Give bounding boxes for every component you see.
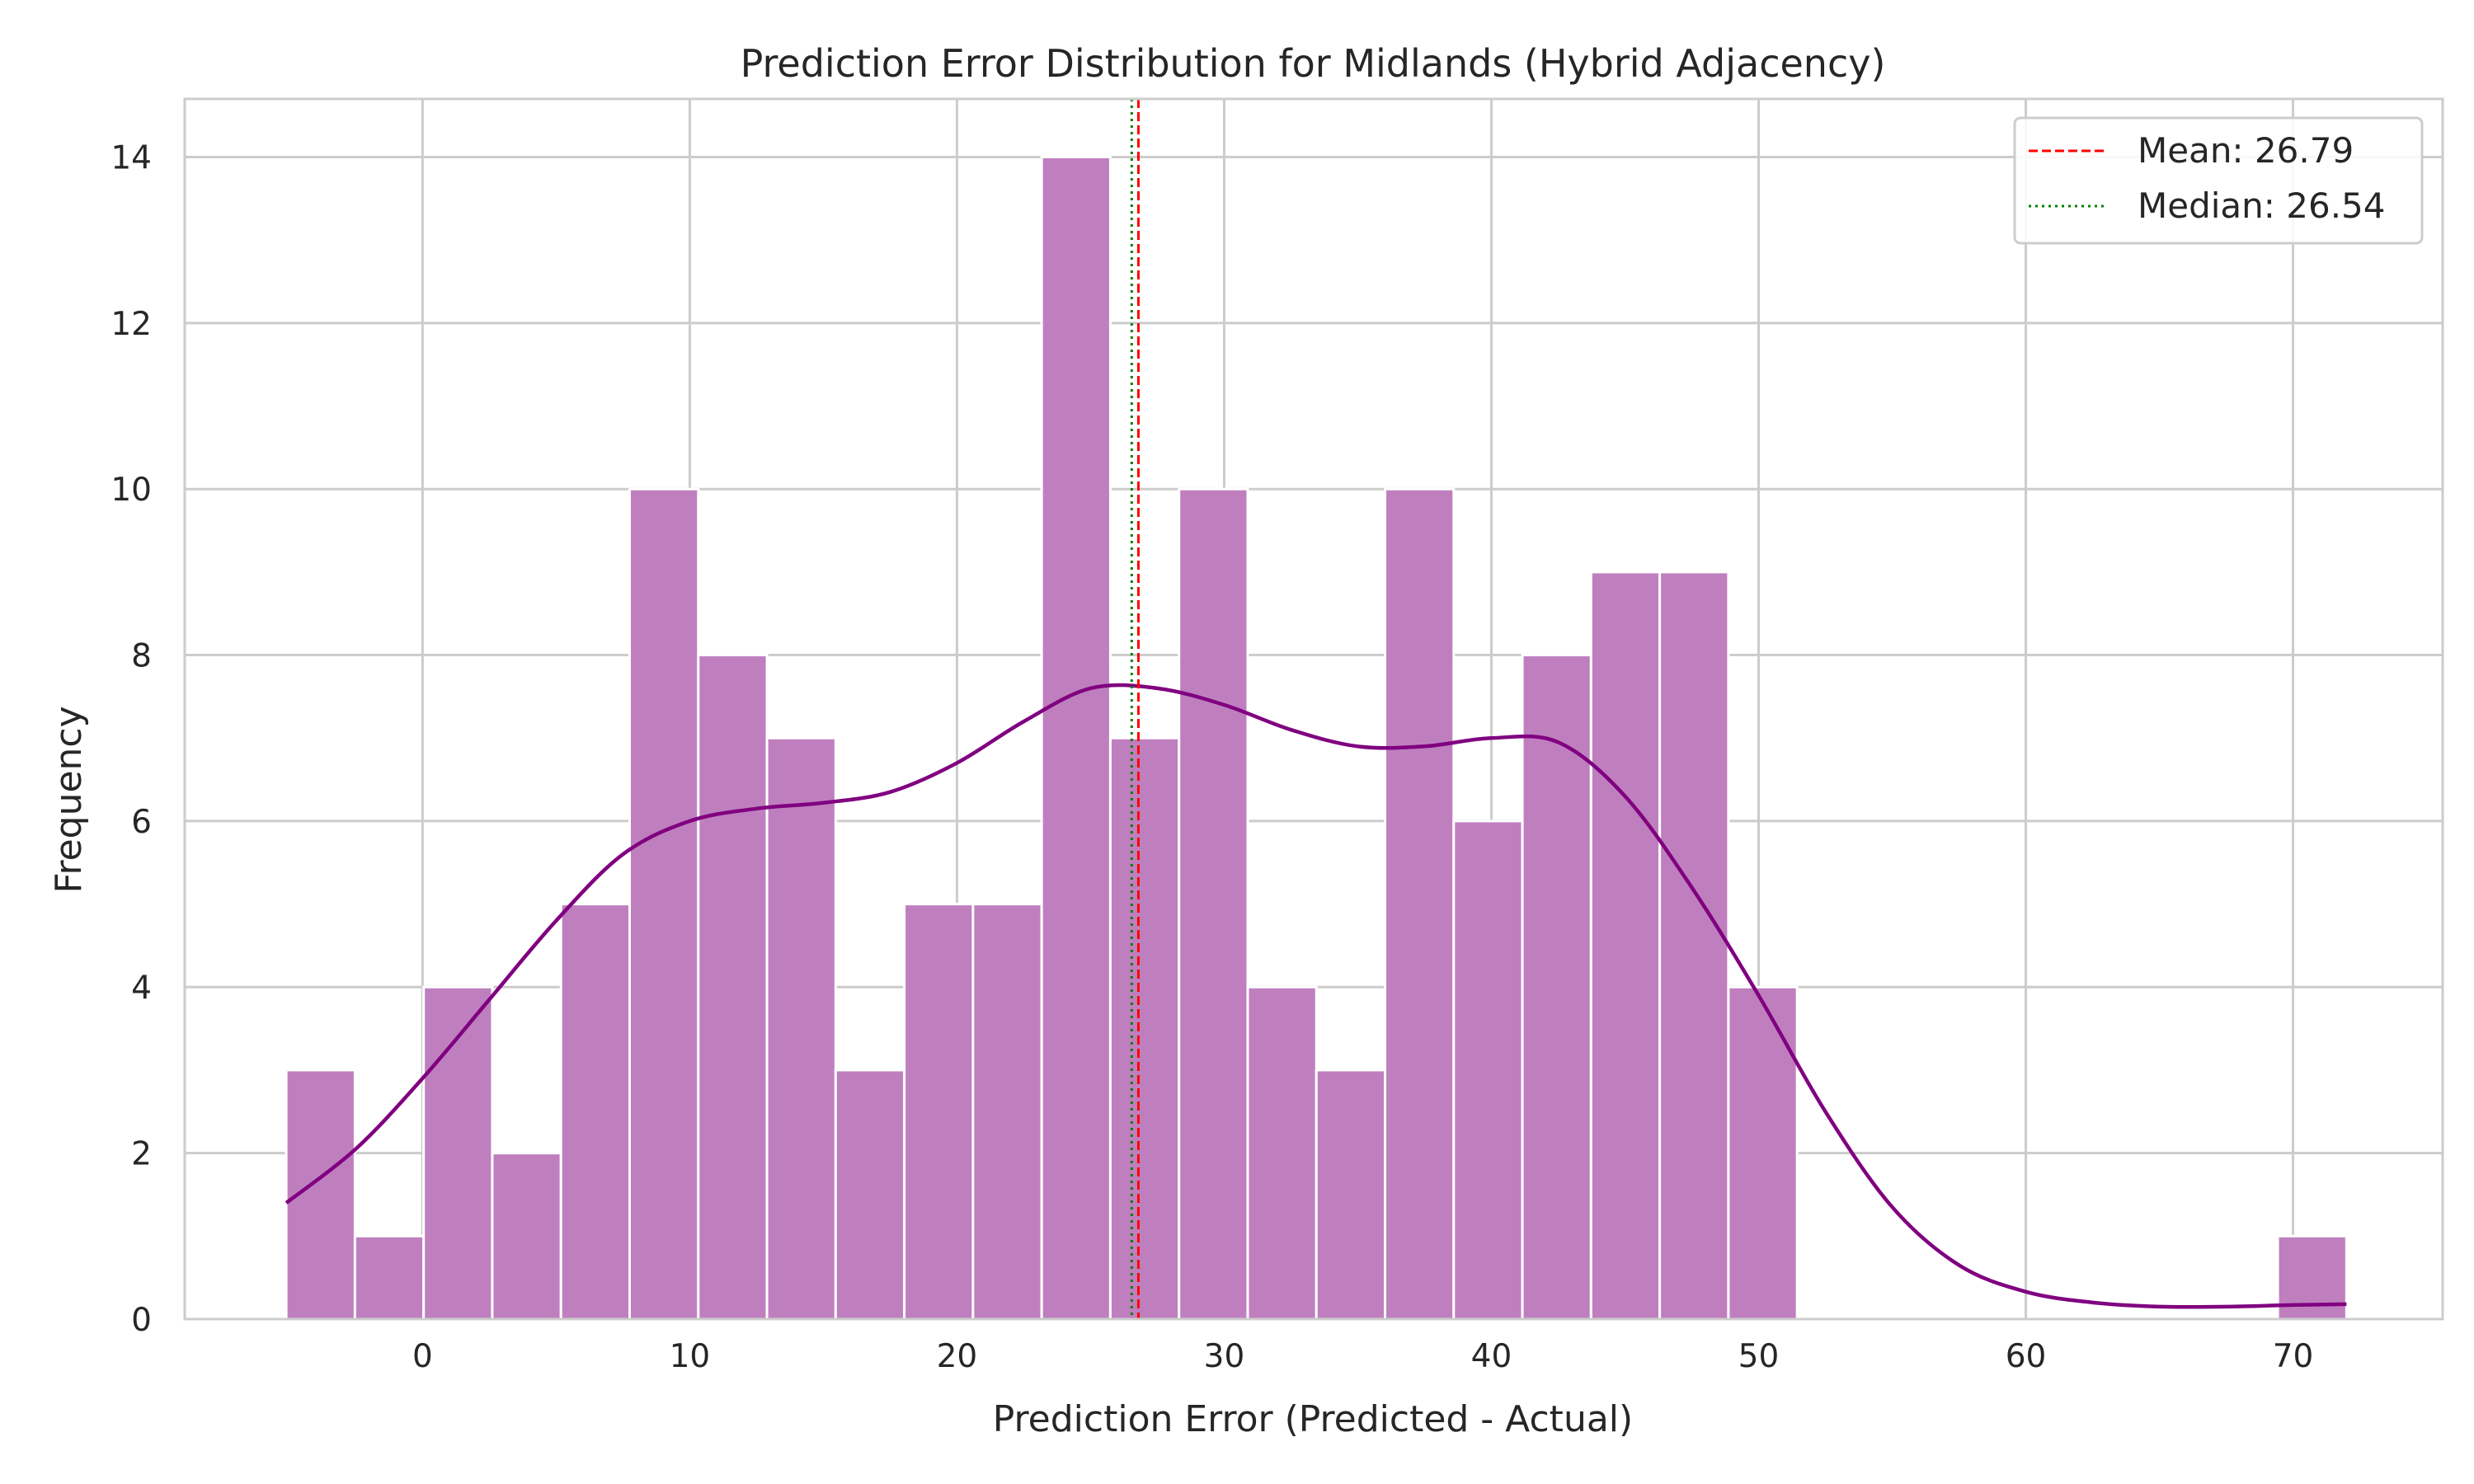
histogram-bars <box>285 155 2348 1321</box>
histogram-bar <box>628 487 700 1321</box>
legend-box <box>2013 116 2424 245</box>
histogram-bar <box>1452 819 1524 1321</box>
y-tick-label: 2 <box>131 1136 152 1173</box>
x-tick-label: 40 <box>1471 1338 1512 1375</box>
x-tick-label: 50 <box>1738 1338 1780 1375</box>
y-tick-label: 10 <box>111 472 152 509</box>
histogram-bar <box>1384 487 1456 1321</box>
x-tick-label: 10 <box>670 1338 711 1375</box>
reference-lines <box>1130 99 1140 1319</box>
x-tick-label: 60 <box>2006 1338 2047 1375</box>
histogram-bar <box>1040 155 1112 1321</box>
histogram-bar <box>1315 1068 1387 1321</box>
histogram-bar <box>422 985 494 1321</box>
legend-mean-label: Mean: 26.79 <box>2138 130 2354 171</box>
histogram-bar <box>765 736 837 1321</box>
y-axis-ticks: 0 2 4 6 8 10 12 14 <box>111 139 152 1339</box>
histogram-bar <box>903 903 975 1321</box>
x-tick-label: 0 <box>412 1338 433 1375</box>
kde-curve <box>285 683 2347 1309</box>
histogram-bar <box>1658 571 1730 1321</box>
chart-title: Prediction Error Distribution for Midlan… <box>741 41 1886 86</box>
histogram-bar <box>491 1152 562 1321</box>
legend: Mean: 26.79 Median: 26.54 <box>2013 116 2424 245</box>
y-tick-label: 14 <box>111 139 152 176</box>
y-tick-label: 6 <box>131 804 152 841</box>
histogram-bar <box>834 1068 906 1321</box>
y-tick-label: 12 <box>111 306 152 343</box>
histogram-bar <box>971 903 1043 1321</box>
histogram-bar <box>1727 985 1799 1321</box>
x-axis-ticks: 0 10 20 30 40 50 60 70 <box>412 1338 2313 1375</box>
histogram-bar <box>1589 571 1662 1321</box>
x-tick-label: 30 <box>1204 1338 1245 1375</box>
histogram-bar <box>1178 487 1249 1321</box>
histogram-bar <box>1246 985 1318 1321</box>
y-tick-label: 0 <box>131 1302 152 1339</box>
x-tick-label: 20 <box>937 1338 978 1375</box>
kde-line <box>285 683 2347 1309</box>
x-tick-label: 70 <box>2273 1338 2314 1375</box>
plot-frame <box>183 97 2444 1321</box>
histogram-bar <box>697 654 769 1321</box>
x-axis-label: Prediction Error (Predicted - Actual) <box>993 1398 1633 1440</box>
histogram-bar <box>1108 736 1181 1321</box>
y-axis-label: Frequency <box>48 706 90 893</box>
y-tick-label: 4 <box>131 970 152 1007</box>
histogram-bar <box>559 903 631 1321</box>
legend-median-label: Median: 26.54 <box>2138 186 2386 226</box>
histogram-bar <box>353 1234 426 1321</box>
y-tick-label: 8 <box>131 638 152 675</box>
